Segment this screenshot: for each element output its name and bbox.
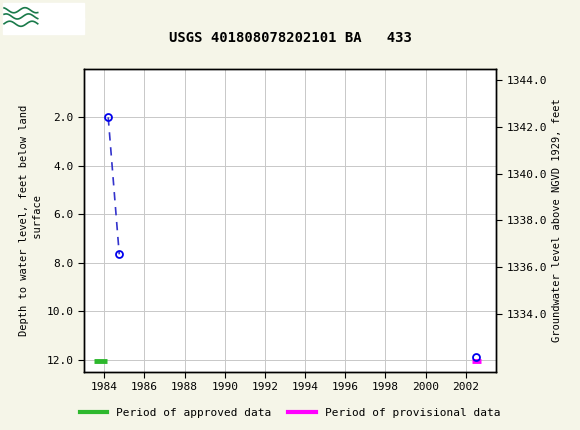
Y-axis label: Depth to water level, feet below land
 surface: Depth to water level, feet below land su… (19, 105, 42, 336)
Y-axis label: Groundwater level above NGVD 1929, feet: Groundwater level above NGVD 1929, feet (552, 98, 563, 342)
Legend: Period of approved data, Period of provisional data: Period of approved data, Period of provi… (75, 403, 505, 422)
Text: USGS: USGS (44, 9, 87, 27)
Text: USGS 401808078202101 BA   433: USGS 401808078202101 BA 433 (169, 31, 411, 45)
